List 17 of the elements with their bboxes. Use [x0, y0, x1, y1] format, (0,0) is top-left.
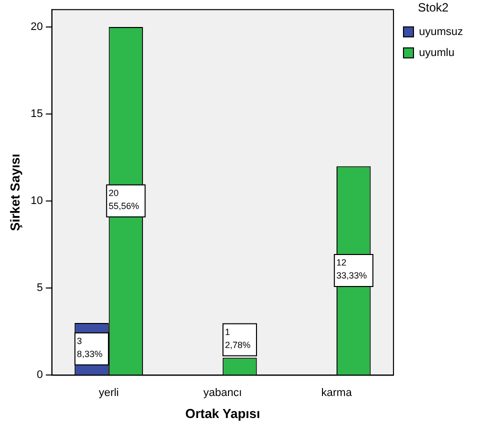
y-tick-label: 0	[36, 369, 43, 382]
legend-label: uyumsuz	[418, 26, 464, 38]
y-tick-label: 20	[30, 21, 43, 34]
data-label: 1 2,78%	[224, 326, 251, 350]
x-axis-title: Ortak Yapısı	[185, 406, 260, 421]
x-tick-label: yerli	[98, 386, 119, 399]
y-tick-label: 10	[30, 195, 43, 208]
legend-title: Stok2	[418, 0, 449, 14]
y-axis-title: Şirket Sayısı	[7, 154, 22, 232]
data-label: 20 55,56%	[108, 188, 140, 211]
y-tick-label: 15	[30, 108, 43, 120]
data-label: 12 33,33%	[336, 257, 367, 280]
data-label: 3 8,33%	[76, 336, 102, 359]
x-tick-label: karma	[321, 386, 353, 399]
x-tick-label: yabancı	[203, 386, 242, 399]
y-tick-label: 5	[36, 282, 43, 294]
legend-label: uyumlu	[418, 46, 454, 59]
